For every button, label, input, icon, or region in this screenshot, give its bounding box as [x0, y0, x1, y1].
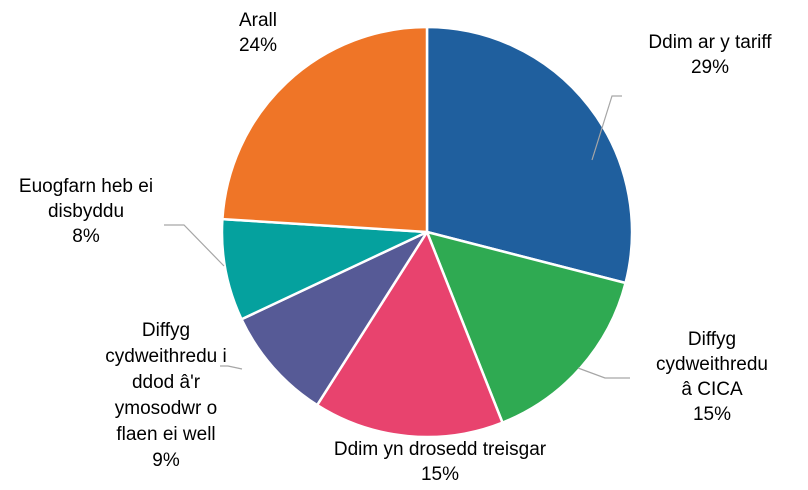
- value-label: 15%: [692, 404, 732, 425]
- category-label: Arall: [238, 10, 277, 31]
- category-label: Diffyg cydweithredu â CICA: [656, 329, 768, 400]
- leader-line: [164, 224, 225, 267]
- value-label: 8%: [72, 226, 100, 247]
- slice-label: Ddim ar y tariff 29%: [620, 30, 800, 80]
- category-label: Euogfarn heb ei disbyddu: [18, 176, 154, 222]
- value-label: 24%: [238, 35, 278, 56]
- category-label: Ddim ar y tariff: [648, 32, 772, 53]
- slice-label: Ddim yn drosedd treisgar 15%: [280, 437, 600, 487]
- pie-slice: [425, 25, 634, 285]
- leader-line: [220, 365, 243, 370]
- value-label: 9%: [152, 450, 180, 471]
- leader-line: [591, 95, 622, 161]
- slice-label: Diffyg cydweithredu â CICA 15%: [652, 327, 772, 427]
- category-label: Ddim yn drosedd treisgar: [333, 439, 547, 460]
- pie-slice: [315, 230, 504, 439]
- value-label: 29%: [690, 57, 730, 78]
- value-label: 15%: [420, 464, 460, 485]
- pie-slice: [425, 230, 627, 424]
- category-label: Diffyg cydweithredu i ddod â'r ymosodwr …: [105, 320, 227, 445]
- slice-label: Diffyg cydweithredu i ddod â'r ymosodwr …: [96, 318, 236, 474]
- slice-label: Arall 24%: [222, 8, 294, 58]
- pie-slice: [221, 25, 429, 234]
- pie-slice: [220, 217, 429, 321]
- leader-line: [577, 367, 630, 379]
- slice-label: Euogfarn heb ei disbyddu 8%: [6, 174, 166, 249]
- pie-slice: [240, 230, 429, 407]
